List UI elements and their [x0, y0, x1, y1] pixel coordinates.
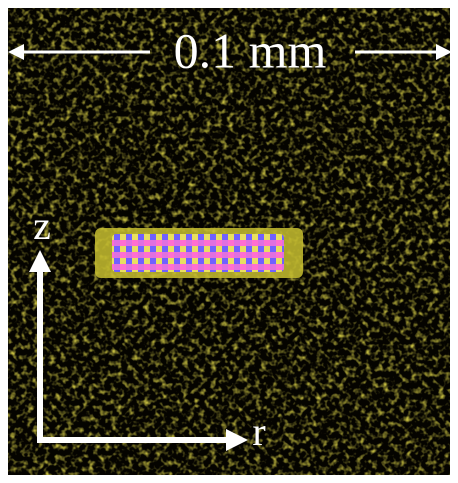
arrow-head	[29, 250, 51, 272]
axes: z r	[29, 203, 266, 454]
r-label: r	[252, 409, 265, 454]
scale-bar: 0.1 mm	[8, 22, 452, 78]
z-label: z	[33, 203, 51, 248]
arrow-head	[8, 44, 24, 60]
arrow-head	[226, 429, 248, 451]
arrow-head	[436, 44, 452, 60]
scale-label: 0.1 mm	[174, 22, 327, 78]
sample	[112, 234, 284, 272]
